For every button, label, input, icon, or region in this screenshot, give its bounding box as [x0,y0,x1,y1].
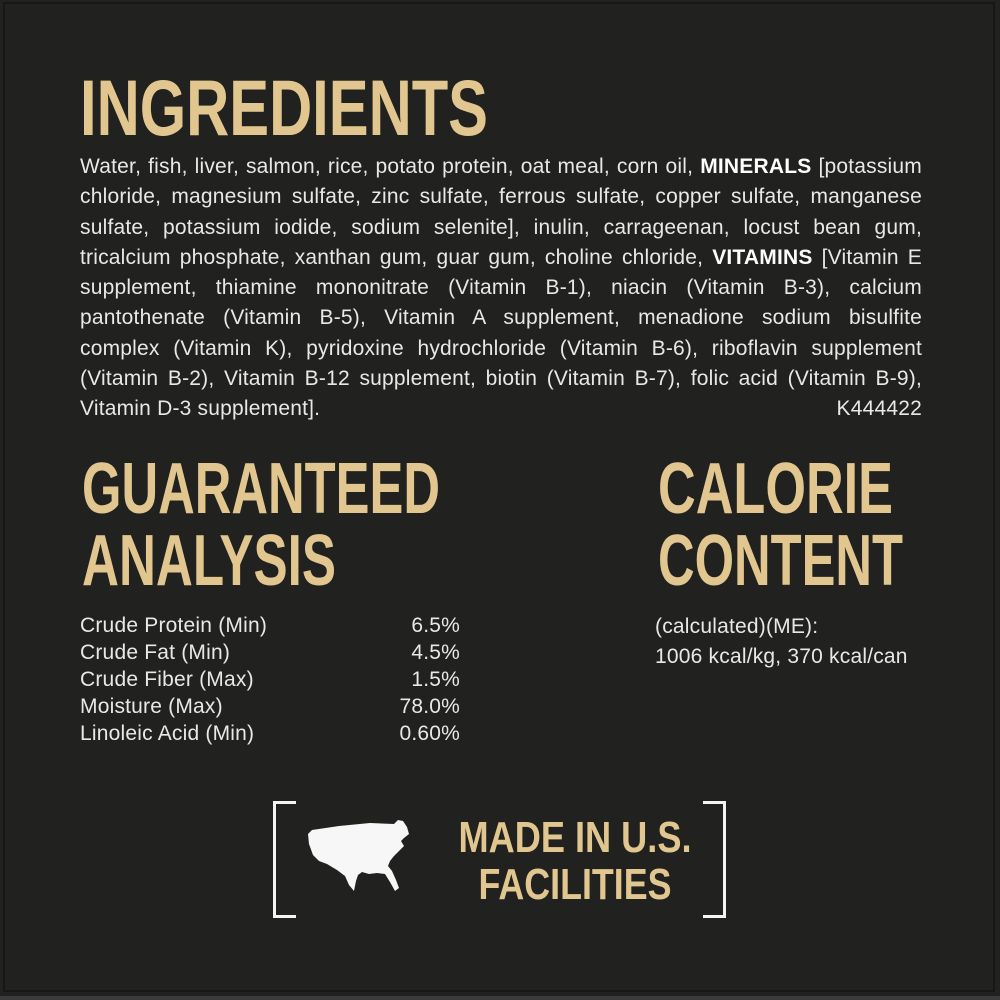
ingredients-line: chloride, magnesium sulfate, zinc sulfat… [80,182,922,212]
ingredients-line: supplement, thiamine mononitrate (Vitami… [80,273,922,303]
usa-map-icon [308,820,409,891]
calorie-values: 1006 kcal/kg, 370 kcal/can [655,645,908,668]
analysis-label: Crude Fat (Min) [80,641,231,664]
analysis-row: Crude Protein (Min) 6.5% [80,612,460,639]
ingredients-text: Vitamin D-3 supplement]. [80,397,321,421]
ingredients-line: (Vitamin B-2), Vitamin B-12 supplement, … [80,364,922,394]
lot-code: K444422 [836,397,922,421]
analysis-value: 4.5% [411,641,460,664]
ingredients-line: sulfate, potassium iodide, sodium seleni… [80,213,922,243]
ingredients-text: complex (Vitamin K), pyridoxine hydrochl… [80,336,922,360]
ingredients-line: Vitamin D-3 supplement]. K444422 [80,394,922,424]
guaranteed-analysis-heading: GUARANTEED ANALYSIS [82,449,440,601]
ingredients-text: chloride, magnesium sulfate, zinc sulfat… [80,185,922,209]
label-bottom-edge [0,996,1000,1000]
analysis-row: Crude Fiber (Max) 1.5% [80,666,460,693]
guaranteed-analysis-title-line1: GUARANTEED [82,449,440,529]
ingredients-text: (Vitamin B-2), Vitamin B-12 supplement, … [80,367,922,391]
made-in-line2: FACILITIES [479,860,672,909]
calorie-content-title-line2: CONTENT [658,521,903,601]
calorie-basis: (calculated)(ME): [655,615,819,638]
ingredients-line: complex (Vitamin K), pyridoxine hydrochl… [80,334,922,364]
ingredients-line: tricalcium phosphate, xanthan gum, guar … [80,243,922,273]
right-bracket [703,801,726,918]
ingredients-group-label: VITAMINS [712,245,813,269]
ingredients-text: tricalcium phosphate, xanthan gum, guar … [80,245,713,269]
analysis-value: 0.60% [399,722,460,745]
made-in-us-text: MADE IN U.S. FACILITIES [459,813,692,909]
analysis-label: Moisture (Max) [80,695,223,718]
analysis-row: Crude Fat (Min) 4.5% [80,639,460,666]
ingredients-text: [potassium [811,155,922,178]
left-bracket [273,801,296,918]
ingredients-text: [Vitamin E [812,245,922,269]
analysis-value: 1.5% [411,668,460,691]
ingredients-heading: INGREDIENTS [80,63,488,152]
ingredients-title: INGREDIENTS [80,63,488,152]
ingredients-text: supplement, thiamine mononitrate (Vitami… [80,276,922,300]
analysis-value: 78.0% [399,695,460,718]
ingredients-paragraph: Water, fish, liver, salmon, rice, potato… [80,152,922,425]
ingredients-text: Water, fish, liver, salmon, rice, potato… [80,155,701,178]
guaranteed-analysis-table: Crude Protein (Min) 6.5% Crude Fat (Min) 4.… [80,612,460,747]
ingredients-text: pantothenate (Vitamin B-5), Vitamin A su… [80,306,922,330]
analysis-value: 6.5% [411,614,460,637]
ingredients-group-label: MINERALS [700,155,812,178]
analysis-row: Linoleic Acid (Min) 0.60% [80,720,460,747]
analysis-label: Linoleic Acid (Min) [80,722,255,745]
guaranteed-analysis-title-line2: ANALYSIS [82,521,336,601]
made-in-line1: MADE IN U.S. [459,813,692,862]
calorie-content-text: (calculated)(ME): 1006 kcal/kg, 370 kcal… [655,612,925,672]
analysis-label: Crude Protein (Min) [80,614,268,637]
ingredients-line: Water, fish, liver, salmon, rice, potato… [80,152,922,182]
analysis-row: Moisture (Max) 78.0% [80,693,460,720]
calorie-content-heading: CALORIE CONTENT [658,449,903,601]
calorie-content-title-line1: CALORIE [658,449,893,529]
ingredients-text: sulfate, potassium iodide, sodium seleni… [80,215,922,239]
ingredients-line: pantothenate (Vitamin B-5), Vitamin A su… [80,303,922,333]
analysis-label: Crude Fiber (Max) [80,668,254,691]
